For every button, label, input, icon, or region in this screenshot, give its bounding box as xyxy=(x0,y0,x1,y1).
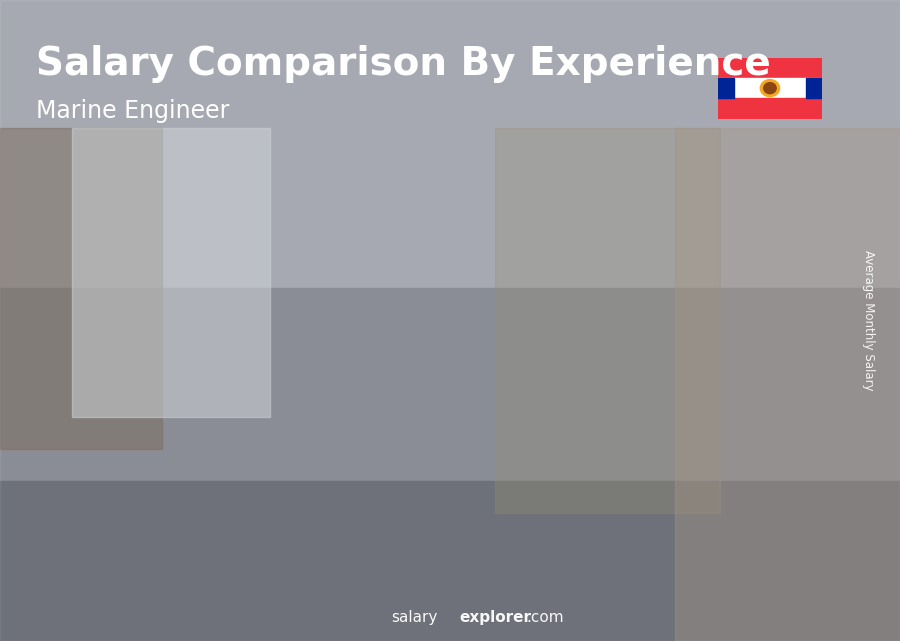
Text: Marine Engineer: Marine Engineer xyxy=(36,99,230,123)
Text: explorer: explorer xyxy=(459,610,531,625)
Polygon shape xyxy=(582,174,649,565)
Text: +nan%: +nan% xyxy=(515,97,585,115)
Polygon shape xyxy=(327,312,393,565)
Bar xyxy=(0,128,162,449)
Text: 0 XPF: 0 XPF xyxy=(220,360,259,374)
Text: +nan%: +nan% xyxy=(258,234,329,252)
Bar xyxy=(718,98,822,119)
Bar xyxy=(718,78,734,98)
Polygon shape xyxy=(778,87,794,565)
Circle shape xyxy=(760,79,779,97)
Polygon shape xyxy=(711,87,794,99)
Text: Average Monthly Salary: Average Monthly Salary xyxy=(862,250,875,391)
Bar xyxy=(495,128,720,513)
Text: salary: salary xyxy=(392,610,438,625)
Text: Salary Comparison By Experience: Salary Comparison By Experience xyxy=(36,45,770,83)
Bar xyxy=(72,128,270,417)
Polygon shape xyxy=(711,99,778,565)
Polygon shape xyxy=(454,238,521,565)
Polygon shape xyxy=(70,459,153,470)
Text: 0 XPF: 0 XPF xyxy=(733,63,772,77)
Bar xyxy=(0,481,900,641)
Polygon shape xyxy=(521,227,537,565)
Text: 0 XPF: 0 XPF xyxy=(605,138,644,153)
Polygon shape xyxy=(137,459,153,565)
Text: .com: .com xyxy=(526,610,564,625)
Polygon shape xyxy=(70,470,137,565)
Polygon shape xyxy=(265,383,282,565)
Text: 0 XPF: 0 XPF xyxy=(348,276,388,290)
Polygon shape xyxy=(649,162,666,565)
Text: 0 XPF: 0 XPF xyxy=(477,203,516,217)
Text: +nan%: +nan% xyxy=(130,318,201,336)
Polygon shape xyxy=(582,162,666,174)
Text: +nan%: +nan% xyxy=(643,21,714,39)
Bar xyxy=(718,78,822,98)
Text: 0 XPF: 0 XPF xyxy=(93,435,131,449)
Circle shape xyxy=(764,83,776,94)
Polygon shape xyxy=(327,299,410,312)
Polygon shape xyxy=(454,227,537,238)
Bar xyxy=(718,58,822,78)
Text: +nan%: +nan% xyxy=(386,162,457,179)
Polygon shape xyxy=(198,395,265,565)
Polygon shape xyxy=(198,383,282,395)
Bar xyxy=(806,78,822,98)
Polygon shape xyxy=(393,299,410,565)
Bar xyxy=(675,128,900,641)
Bar xyxy=(0,288,900,481)
Bar xyxy=(0,0,900,288)
